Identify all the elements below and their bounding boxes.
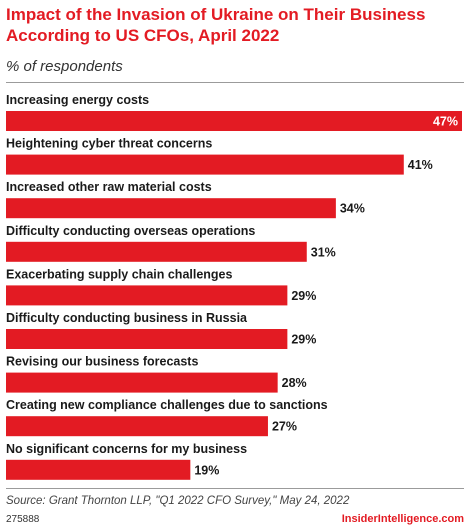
bar <box>6 154 404 175</box>
bar <box>6 329 288 349</box>
source-note: Source: Grant Thornton LLP, "Q1 2022 CFO… <box>6 495 350 507</box>
category-label: Difficulty conducting business in Russia <box>6 311 248 325</box>
category-label: No significant concerns for my business <box>6 442 247 456</box>
value-label: 29% <box>291 289 316 303</box>
value-label: 19% <box>194 463 219 477</box>
category-label: Heightening cyber threat concerns <box>6 137 212 151</box>
value-label: 27% <box>272 420 297 434</box>
value-label: 28% <box>282 376 307 390</box>
bar <box>6 111 462 131</box>
value-label: 34% <box>340 202 365 216</box>
bar <box>6 372 278 393</box>
value-label: 47% <box>433 115 458 129</box>
category-label: Exacerbating supply chain challenges <box>6 267 233 281</box>
category-label: Increased other raw material costs <box>6 180 212 194</box>
bar <box>6 285 288 306</box>
bar <box>6 416 268 437</box>
value-label: 41% <box>408 158 433 172</box>
category-label: Difficulty conducting overseas operation… <box>6 224 255 238</box>
bar <box>6 459 191 480</box>
chart-subtitle: % of respondents <box>6 58 123 75</box>
bar <box>6 241 307 262</box>
value-label: 29% <box>291 333 316 347</box>
brand-link[interactable]: InsiderIntelligence.com <box>341 513 464 525</box>
chart-id: 275888 <box>6 514 40 525</box>
bar <box>6 198 336 219</box>
value-label: 31% <box>311 245 336 259</box>
category-label: Increasing energy costs <box>6 93 149 107</box>
category-label: Revising our business forecasts <box>6 355 198 369</box>
chart-title: Impact of the Invasion of Ukraine on The… <box>6 5 426 45</box>
top-divider <box>6 82 464 83</box>
bar-chart: Increasing energy costs 47% Heightening cy… <box>6 93 462 480</box>
bottom-divider <box>6 488 464 489</box>
category-label: Creating new compliance challenges due t… <box>6 398 328 412</box>
